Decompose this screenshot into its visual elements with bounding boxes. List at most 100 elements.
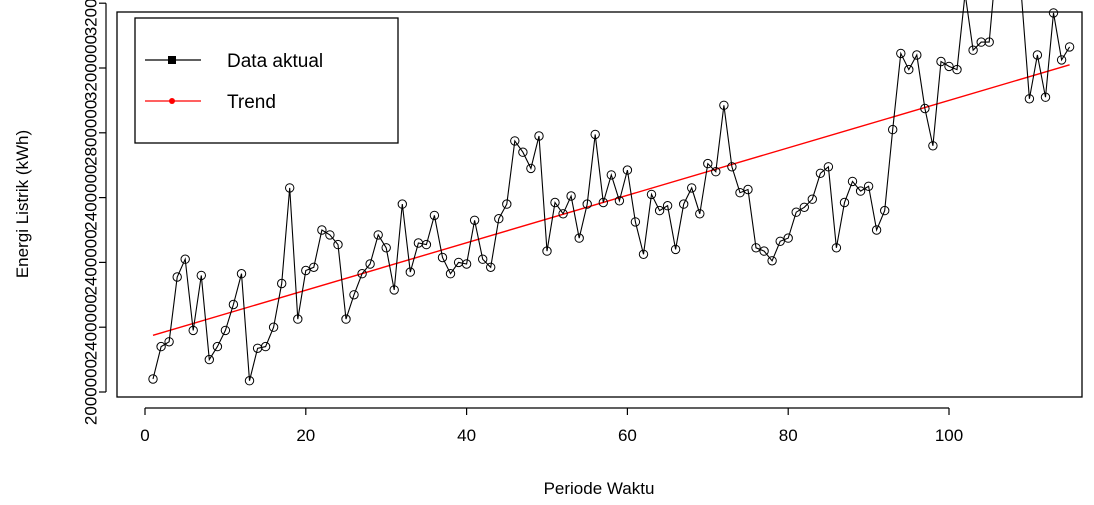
trend-line	[152, 64, 1070, 336]
data-aktual-point	[236, 269, 247, 279]
data-aktual-point	[397, 199, 407, 209]
x-tick-label: 60	[618, 426, 637, 445]
x-tick-label: 80	[779, 426, 798, 445]
data-aktual-point	[357, 269, 367, 279]
data-aktual-point	[871, 225, 882, 235]
data-aktual-point	[920, 103, 930, 114]
data-aktual-point	[598, 197, 608, 208]
data-aktual-point	[333, 239, 343, 250]
data-aktual-point	[767, 256, 777, 266]
data-aktual-point	[590, 129, 600, 140]
data-aktual-point	[285, 183, 295, 193]
y-tick-label: 2400000	[82, 229, 101, 295]
data-aktual-point	[775, 236, 785, 247]
data-aktual-point	[437, 252, 448, 263]
data-aktual-point	[839, 197, 850, 208]
data-aktual-point	[711, 167, 721, 177]
data-aktual-point	[1032, 50, 1043, 60]
data-aktual-point	[494, 214, 504, 224]
data-aktual-point	[823, 162, 834, 172]
data-aktual-point	[751, 243, 761, 253]
legend-marker-trend	[169, 98, 175, 104]
data-aktual-point	[421, 239, 432, 250]
data-aktual-point	[534, 131, 544, 141]
data-aktual-point	[244, 376, 255, 386]
data-aktual-point	[301, 265, 311, 276]
data-aktual-point	[268, 322, 279, 332]
data-aktual-point	[815, 168, 826, 179]
data-aktual-point	[148, 374, 158, 384]
data-aktual-point	[759, 246, 769, 256]
data-aktual-point	[662, 201, 673, 211]
legend: Data aktual Trend	[134, 17, 399, 144]
data-aktual-point	[630, 217, 641, 227]
legend-label-data-aktual: Data aktual	[227, 51, 323, 72]
data-aktual-point	[566, 191, 576, 201]
data-aktual-point	[293, 314, 303, 324]
data-aktual-point	[807, 194, 817, 204]
data-aktual-point	[365, 259, 375, 269]
data-aktual-point	[855, 186, 866, 196]
data-aktual-point	[880, 205, 890, 216]
data-aktual-point	[542, 246, 552, 256]
y-tick-label: 2800000	[82, 100, 101, 166]
y-tick-label: 2400000	[82, 165, 101, 231]
data-aktual-point	[654, 205, 665, 216]
legend-marker-data-aktual	[168, 56, 176, 64]
y-tick-label: 3200000	[82, 0, 101, 36]
data-aktual-point	[783, 233, 793, 243]
x-axis-title: Periode Waktu	[544, 479, 655, 498]
data-aktual-point	[743, 184, 753, 195]
data-aktual-point	[188, 325, 198, 336]
data-aktual-point	[1056, 55, 1067, 65]
data-aktual-point	[260, 341, 271, 352]
data-aktual-point	[469, 215, 480, 226]
data-aktual-point	[727, 162, 737, 172]
data-aktual-point	[904, 64, 914, 75]
series-layer	[148, 0, 1075, 386]
data-aktual-point	[646, 189, 657, 200]
data-aktual-point	[695, 209, 705, 219]
data-aktual-point	[309, 262, 319, 272]
data-aktual-point	[888, 124, 898, 135]
data-aktual-point	[510, 136, 520, 146]
data-aktual-point	[526, 163, 536, 174]
data-aktual-point	[172, 272, 182, 282]
data-aktual-point	[735, 188, 745, 198]
data-aktual-point	[622, 165, 633, 175]
data-aktual-point	[791, 207, 801, 217]
data-aktual-point	[196, 270, 207, 281]
data-aktual-point	[574, 233, 584, 243]
data-aktual-point	[325, 230, 335, 240]
data-aktual-point	[164, 337, 174, 347]
data-aktual-point	[831, 243, 842, 253]
data-aktual-point	[317, 225, 327, 235]
data-aktual-point	[220, 325, 231, 336]
data-aktual-point	[550, 197, 560, 208]
x-axis: 0 20 40 60 80 100	[140, 407, 963, 445]
x-tick-label: 20	[296, 426, 315, 445]
data-aktual-point	[863, 181, 874, 192]
data-aktual-point	[984, 37, 994, 47]
data-aktual-point	[277, 278, 287, 289]
x-tick-label: 40	[457, 426, 476, 445]
data-aktual-point	[478, 254, 488, 264]
data-aktual-point	[486, 262, 496, 272]
data-aktual-point	[944, 61, 954, 72]
legend-box	[134, 17, 399, 144]
data-aktual-point	[389, 285, 399, 295]
data-aktual-point	[896, 48, 906, 59]
data-aktual-point	[703, 158, 713, 169]
data-aktual-point	[670, 244, 681, 255]
data-aktual-point	[212, 341, 223, 352]
plot-frame	[116, 11, 1083, 398]
y-tick-label: 3200000	[82, 35, 101, 101]
data-aktual-point	[638, 249, 649, 260]
data-aktual-point	[1048, 8, 1059, 18]
data-aktual-point	[381, 243, 391, 253]
data-aktual-line	[152, 0, 1071, 381]
data-aktual-point	[679, 199, 689, 209]
y-tick-label: 2000000	[82, 359, 101, 425]
data-aktual-point	[719, 100, 729, 111]
